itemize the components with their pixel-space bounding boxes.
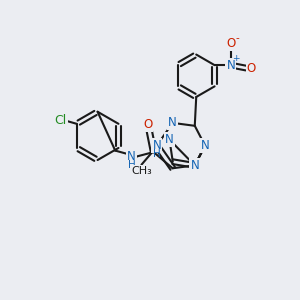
Text: Cl: Cl [54, 114, 67, 128]
Text: O: O [226, 37, 236, 50]
Text: N: N [152, 139, 161, 152]
Text: O: O [143, 118, 152, 130]
Text: CH₃: CH₃ [131, 166, 152, 176]
Text: O: O [247, 61, 256, 75]
Text: N: N [127, 150, 136, 163]
Text: H: H [128, 160, 135, 170]
Text: N: N [201, 139, 209, 152]
Text: H: H [153, 149, 160, 159]
Text: N: N [226, 58, 235, 72]
Text: N: N [168, 116, 177, 129]
Text: +: + [232, 54, 240, 63]
Text: N: N [165, 133, 174, 146]
Text: N: N [190, 159, 199, 172]
Text: -: - [236, 33, 239, 43]
